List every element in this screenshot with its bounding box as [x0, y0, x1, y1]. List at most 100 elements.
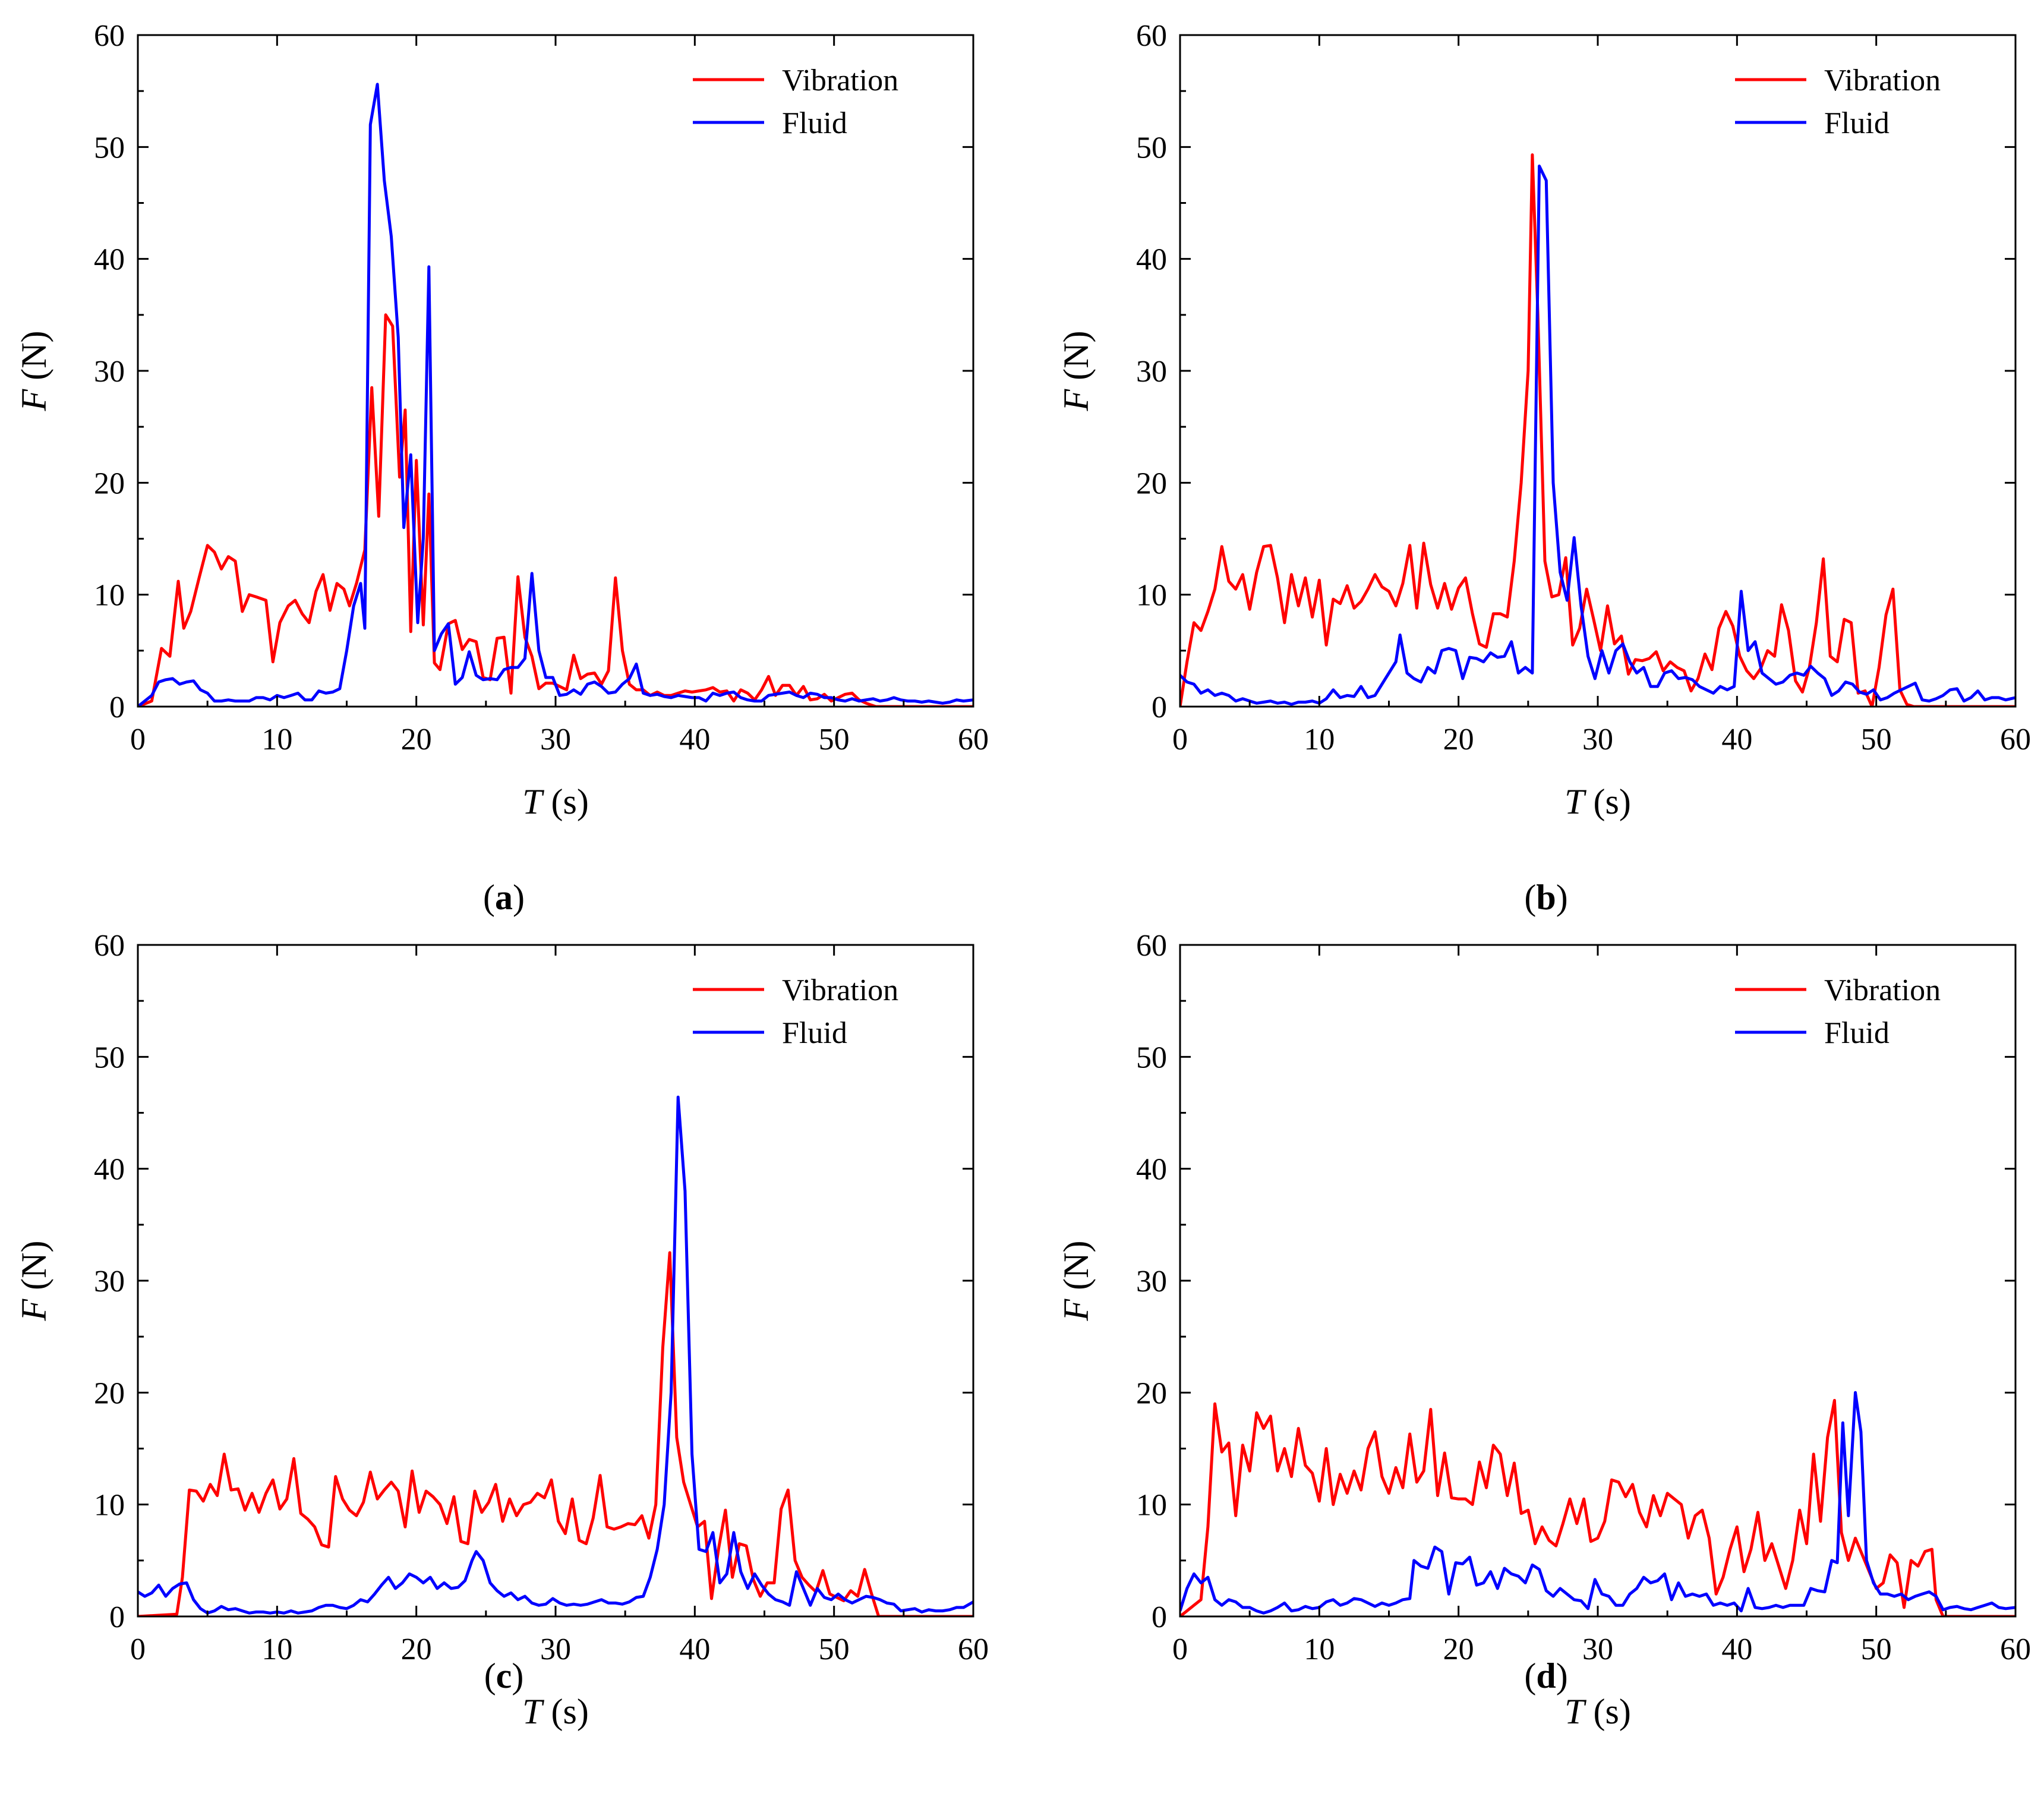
x-tick-label: 50: [819, 723, 850, 757]
y-tick-label: 50: [94, 131, 125, 165]
panel-caption-letter: a: [495, 878, 513, 917]
panel-caption: (b): [1524, 878, 1567, 917]
x-tick-label: 60: [2000, 1632, 2031, 1666]
y-tick-label: 10: [94, 579, 125, 613]
y-axis-label-var: F: [14, 388, 53, 411]
panel-caption-open: (: [484, 1656, 496, 1695]
x-tick-label: 60: [2000, 723, 2031, 757]
x-tick-label: 60: [958, 723, 989, 757]
x-tick-label: 10: [261, 723, 292, 757]
y-tick-label: 20: [1136, 1376, 1167, 1410]
y-tick-label: 50: [1136, 131, 1167, 165]
x-axis-label: T (s): [522, 1692, 589, 1731]
legend-label-vibration: Vibration: [1824, 973, 1941, 1007]
legend: Vibration Fluid: [1735, 973, 1941, 1050]
panel-caption-close: ): [1556, 878, 1568, 917]
plot-frame: [137, 34, 974, 708]
y-axis-label-var: F: [14, 1298, 53, 1321]
y-tick-label: 60: [1136, 929, 1167, 963]
x-axis-label-unit: (s): [1585, 782, 1631, 821]
y-axis-label: F (N): [1056, 331, 1096, 412]
y-tick-label: 10: [94, 1489, 125, 1523]
y-tick-label: 0: [109, 1600, 125, 1634]
x-tick-label: 20: [1443, 723, 1474, 757]
series-line-fluid: [1180, 164, 2015, 706]
panel-caption: (d): [1524, 1656, 1567, 1695]
y-tick-label: 10: [1136, 1489, 1167, 1523]
legend-label-fluid: Fluid: [782, 1016, 847, 1050]
y-axis-label: F (N): [14, 1241, 53, 1322]
x-tick-label: 50: [1861, 723, 1892, 757]
y-axis-label: F (N): [14, 331, 53, 412]
y-tick-label: 30: [94, 1265, 125, 1299]
y-tick-label: 30: [94, 355, 125, 389]
y-tick-label: 20: [94, 1376, 125, 1410]
panel-caption-close: ): [512, 1656, 523, 1695]
series-line-fluid: [138, 83, 973, 707]
panel-d: 0 10 20 30 40 50 60 0 10 20 30 40 50 60 T (s) F (N) Vibr…: [1056, 929, 2031, 1731]
y-axis-label-var: F: [1056, 1298, 1096, 1321]
x-tick-label: 0: [1172, 1632, 1188, 1666]
series-line-vibration: [1180, 153, 2015, 707]
x-tick-label: 30: [1582, 723, 1613, 757]
y-axis-label-unit: (N): [14, 331, 53, 389]
y-axis-label-unit: (N): [14, 1241, 53, 1299]
x-axis-label: T (s): [522, 782, 589, 821]
y-tick-label: 40: [94, 243, 125, 277]
legend-label-vibration: Vibration: [782, 973, 898, 1007]
x-tick-label: 0: [130, 723, 146, 757]
y-tick-label: 50: [1136, 1041, 1167, 1074]
series-line-vibration: [1180, 1399, 2015, 1616]
y-tick-label: 30: [1136, 355, 1167, 389]
x-tick-label: 20: [401, 1632, 432, 1666]
x-tick-label: 40: [1721, 1632, 1752, 1666]
y-tick-label: 30: [1136, 1265, 1167, 1299]
panel-caption: (a): [483, 878, 525, 917]
x-axis-label-var: T: [1564, 1692, 1586, 1731]
x-tick-label: 0: [1172, 723, 1188, 757]
y-tick-label: 60: [94, 929, 125, 963]
panel-caption-close: ): [513, 878, 525, 917]
panel-caption-open: (: [1524, 1656, 1536, 1695]
series-line-fluid: [138, 1095, 973, 1615]
panel-c: 0 10 20 30 40 50 60 0 10 20 30 40 50 60 T (s) F (N) Vibr…: [14, 929, 989, 1731]
x-tick-label: 30: [1582, 1632, 1613, 1666]
x-tick-label: 50: [1861, 1632, 1892, 1666]
x-axis-label-unit: (s): [542, 1692, 589, 1731]
x-axis-label-unit: (s): [542, 782, 589, 821]
plot-frame: [137, 944, 974, 1618]
x-tick-label: 40: [1721, 723, 1752, 757]
x-axis-label-var: T: [1564, 782, 1586, 821]
x-tick-label: 0: [130, 1632, 146, 1666]
series-line-vibration: [138, 1251, 973, 1616]
x-axis-label: T (s): [1564, 782, 1631, 821]
x-tick-label: 50: [819, 1632, 850, 1666]
series-line-vibration: [138, 313, 973, 707]
x-axis-label: T (s): [1564, 1692, 1631, 1731]
plot-frame: [1179, 34, 2017, 708]
legend-label-vibration: Vibration: [782, 64, 898, 97]
y-tick-label: 0: [109, 691, 125, 724]
legend: Vibration Fluid: [1735, 64, 1941, 140]
legend-label-vibration: Vibration: [1824, 64, 1941, 97]
legend-label-fluid: Fluid: [782, 106, 847, 140]
panel-b: 0 10 20 30 40 50 60 0 10 20 30 40 50 60 T (s) F (N) Vibr…: [1056, 19, 2031, 917]
panel-caption-open: (: [483, 878, 495, 917]
series-line-fluid: [1180, 1391, 2015, 1615]
y-tick-label: 60: [1136, 19, 1167, 53]
panel-a: 0 10 20 30 40 50 60 0 10 20 30 40 50 60 T (s) F (N) Vibr…: [14, 19, 989, 917]
y-tick-label: 40: [1136, 1153, 1167, 1187]
x-axis-label-var: T: [522, 782, 544, 821]
y-tick-label: 40: [94, 1153, 125, 1187]
plot-frame: [1179, 944, 2017, 1618]
legend: Vibration Fluid: [693, 973, 898, 1050]
panel-caption-letter: d: [1536, 1656, 1556, 1695]
legend: Vibration Fluid: [693, 64, 898, 140]
x-tick-label: 40: [679, 723, 710, 757]
panel-caption-open: (: [1524, 878, 1536, 917]
x-tick-label: 60: [958, 1632, 989, 1666]
y-tick-label: 20: [94, 467, 125, 500]
y-tick-label: 20: [1136, 467, 1167, 500]
x-tick-label: 40: [679, 1632, 710, 1666]
